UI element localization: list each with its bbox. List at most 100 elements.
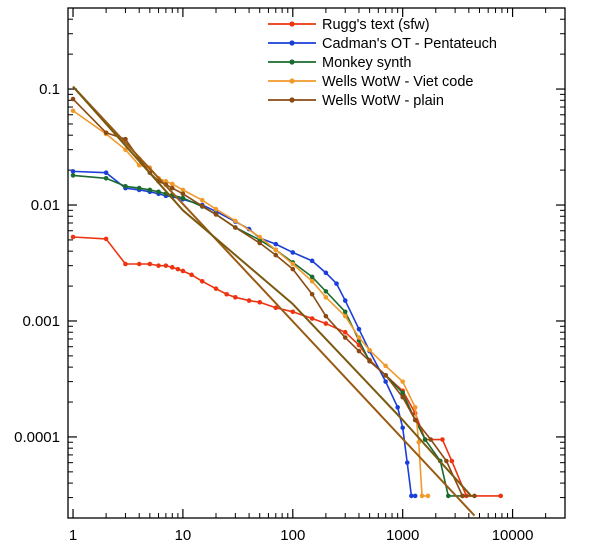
ticks-layer: 1 10 100 1000 10000 0.1 0.01 0.001 0.0001 — [14, 7, 566, 544]
data-point — [156, 263, 161, 268]
data-point — [233, 218, 238, 224]
x-tick-label: 10000 — [492, 527, 534, 544]
data-point — [356, 335, 362, 340]
data-point — [290, 261, 296, 267]
data-point — [356, 348, 362, 354]
data-point — [273, 247, 279, 253]
legend-swatch-marker — [289, 21, 295, 27]
data-point — [409, 493, 414, 499]
data-point — [412, 417, 418, 423]
data-point — [273, 305, 279, 311]
series-line — [72, 85, 472, 497]
series-layer — [70, 85, 504, 517]
data-point — [103, 170, 109, 175]
data-point — [323, 313, 329, 319]
data-point — [175, 266, 181, 272]
data-point — [309, 316, 315, 321]
data-point — [383, 379, 388, 384]
data-point — [444, 458, 449, 464]
data-point — [257, 299, 263, 305]
series-fit-line-5 — [72, 85, 476, 517]
data-point — [342, 329, 348, 335]
data-point — [103, 130, 109, 136]
y-tick-label: 0.001 — [22, 313, 60, 330]
data-point — [257, 234, 263, 240]
data-point — [180, 191, 186, 197]
series-fit-line-6 — [72, 85, 472, 497]
data-point — [163, 179, 169, 184]
data-point — [342, 335, 348, 340]
data-point — [309, 291, 315, 297]
data-point — [425, 493, 431, 499]
data-point — [156, 189, 161, 195]
data-point — [136, 163, 142, 168]
data-point — [400, 425, 405, 431]
legend-swatch-marker — [289, 78, 295, 84]
data-point — [233, 295, 238, 300]
data-point — [472, 493, 477, 499]
x-tick-label: 1 — [69, 527, 77, 544]
data-point — [180, 187, 186, 193]
data-point — [213, 212, 219, 217]
legend-label: Cadman's OT - Pentateuch — [322, 36, 497, 52]
data-point — [290, 250, 296, 255]
legend-label: Wells WotW - Viet code — [322, 74, 474, 90]
data-point — [70, 173, 76, 178]
data-point — [180, 195, 186, 201]
data-point — [367, 347, 372, 353]
data-point — [213, 286, 219, 291]
data-point — [342, 313, 348, 319]
data-point — [400, 394, 405, 400]
data-point — [290, 266, 296, 272]
data-point — [70, 108, 76, 114]
data-point — [273, 241, 279, 247]
data-point — [323, 321, 329, 326]
data-point — [412, 493, 418, 499]
legend: Rugg's text (sfw) Cadman's OT - Pentateuc… — [268, 17, 497, 109]
legend-swatch-marker — [289, 40, 295, 46]
data-point — [334, 281, 339, 286]
data-point — [416, 439, 422, 445]
data-point — [257, 240, 263, 246]
data-point — [136, 261, 142, 267]
series-line — [72, 85, 476, 517]
data-point — [419, 493, 425, 499]
data-point — [323, 295, 329, 300]
data-point — [449, 458, 455, 464]
y-tick-label: 0.0001 — [14, 429, 60, 446]
legend-label: Rugg's text (sfw) — [322, 17, 430, 33]
plot-frame — [67, 7, 566, 519]
series-line — [72, 170, 416, 497]
data-point — [440, 437, 445, 442]
data-point — [169, 181, 175, 187]
data-point — [103, 175, 109, 181]
legend-swatch-marker — [289, 59, 295, 65]
legend-item-wells-wotw-plain: Wells WotW - plain — [268, 93, 444, 109]
legend-item-wells-wotw-viet-code: Wells WotW - Viet code — [268, 74, 474, 90]
data-point — [199, 278, 205, 284]
legend-swatch-marker — [289, 97, 295, 103]
legend-item-rugg-s-text-sfw: Rugg's text (sfw) — [268, 17, 430, 33]
data-point — [70, 234, 76, 240]
x-tick-label: 10 — [175, 527, 192, 544]
data-point — [199, 197, 205, 203]
x-tick-label: 1000 — [386, 527, 419, 544]
data-point — [169, 265, 175, 270]
data-point — [70, 169, 76, 174]
legend-item-monkey-synth: Monkey synth — [268, 55, 411, 71]
data-point — [147, 261, 153, 267]
data-point — [309, 274, 315, 280]
y-tick-label: 0.01 — [31, 197, 60, 214]
legend-item-cadman-s-ot-pentateuch: Cadman's OT - Pentateuch — [268, 36, 497, 52]
data-point — [309, 278, 315, 284]
data-point — [460, 493, 465, 499]
data-point — [445, 493, 451, 499]
data-point — [103, 236, 109, 242]
data-point — [290, 309, 296, 315]
data-point — [395, 405, 400, 410]
data-point — [123, 147, 128, 152]
data-point — [323, 270, 329, 276]
data-point — [180, 268, 186, 274]
data-point — [422, 437, 428, 442]
